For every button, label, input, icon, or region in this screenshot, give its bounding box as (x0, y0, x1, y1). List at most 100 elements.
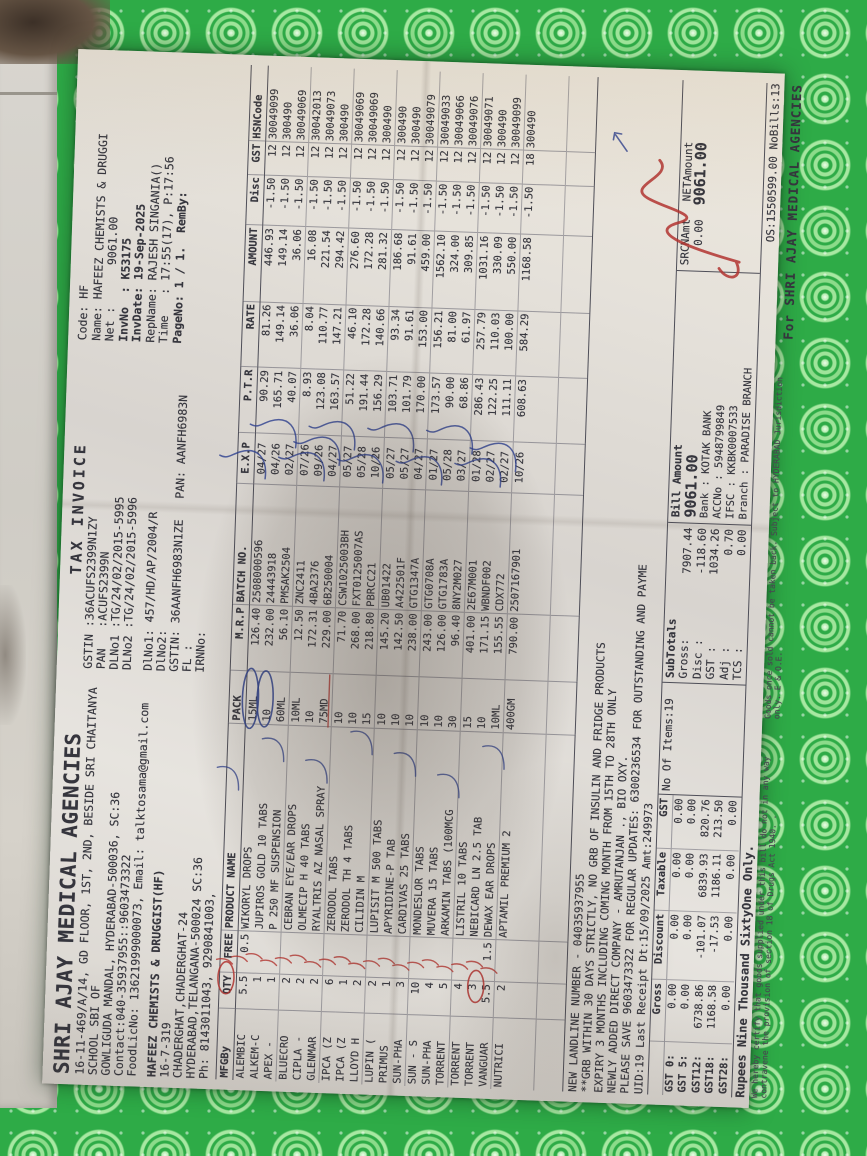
items-count: No Of Items:19 (659, 698, 676, 792)
table-cell (507, 982, 523, 1019)
table-cell: 12 (321, 143, 338, 178)
table-cell (351, 935, 368, 978)
table-cell: 12 (364, 145, 381, 179)
table-cell (565, 152, 581, 186)
table-cell (548, 1019, 566, 1092)
table-cell (279, 932, 296, 975)
table-cell (508, 940, 525, 983)
table-cell: 300490 (523, 74, 541, 152)
invoice-document: SHRI AJAY MEDICAL AGENCIES 16-11-469/A/1… (42, 49, 804, 1108)
net-amount: NETAmount 9061.00 (680, 142, 763, 208)
gst-summary-body: GST 0: 0.00 0.00 0.00 0.00 GST 5: 0.00 0.00 0.00… (662, 795, 741, 1097)
table-cell: 0.00 (720, 912, 737, 983)
table-cell: 10ML (488, 679, 506, 733)
column-header: E.X.P (236, 432, 256, 484)
table-cell: 5.5 (235, 972, 252, 1009)
net-amount-box: SRCNAmt 0.00 NETAmount 9061.00 (676, 80, 767, 274)
table-cell: 0.00 (718, 981, 735, 1044)
subtotals-box: SubTotals Gross: 7907.44 Disc : -118.60 GST … (662, 522, 752, 686)
srcn-amount: SRCNAmt 0.00 (678, 219, 761, 268)
srcn-amount-label: SRCNAmt (678, 218, 693, 266)
table-cell: 12 (436, 147, 453, 182)
gst-summary-box: Gross Discount Taxable GST GST 0: 0.00 0.00 0.… (648, 794, 741, 1098)
table-cell (550, 984, 567, 1021)
table-cell (494, 940, 511, 983)
table-cell: 12 (378, 145, 395, 180)
column-header: PACK (228, 670, 248, 724)
table-cell: 10 (407, 978, 424, 1015)
gst-summary-table: Gross Discount Taxable GST GST 0: 0.00 0.00 0.… (648, 794, 741, 1098)
label: Gross: (676, 638, 692, 679)
column-header: FREE (219, 930, 239, 973)
table-cell (569, 444, 586, 496)
table-cell (573, 312, 590, 379)
net-amount-value: 9061.00 (690, 141, 711, 206)
table-cell (578, 185, 595, 237)
table-cell: 15 (359, 674, 377, 728)
items-table: MFGBy QTY FREE PRODUCT NAME PACK M.R.P BATCH N… (215, 65, 599, 1092)
label: Adj : (717, 646, 732, 681)
table-cell (536, 151, 552, 185)
table-cell: 1.5 (479, 939, 496, 982)
value: 1034.26 (707, 528, 722, 576)
table-cell (437, 938, 453, 981)
table-cell: 2 (349, 976, 366, 1013)
table-cell: 12 (493, 149, 510, 184)
table-cell: 1 (263, 973, 280, 1010)
table-cell: 1 (249, 973, 266, 1010)
table-cell: 6 (321, 975, 338, 1012)
column-header: GST (247, 140, 266, 175)
buyer-block: HAFEEZ CHEMISTS & DRUGGIST(HF) 16-7-319 … (144, 679, 224, 1079)
table-cell: 5.5 (478, 981, 495, 1018)
table-cell (365, 935, 382, 978)
table-cell (408, 937, 425, 980)
label: Disc : (690, 638, 705, 680)
table-cell (322, 934, 339, 977)
subtotals-list: Gross: 7907.44 Disc : -118.60 GST :1034.26 Ad… (677, 527, 750, 680)
seller-and-buyer-block: SHRI AJAY MEDICAL AGENCIES 16-11-469/A/1… (49, 676, 224, 1079)
invoice-header: SHRI AJAY MEDICAL AGENCIES 16-11-469/A/1… (49, 59, 246, 1079)
table-cell: 5 (435, 979, 452, 1016)
table-cell (465, 939, 482, 982)
outstanding-line: OS:1550599.00 NoBills:13 (763, 83, 783, 243)
label: GST : (703, 646, 718, 680)
table-cell: 1 (335, 976, 352, 1013)
table-cell: GST28: (716, 1055, 731, 1095)
table-cell: 0.5 (236, 931, 253, 974)
table-cell: 12 (307, 143, 324, 177)
table-cell (531, 680, 548, 734)
table-cell: 12 (335, 144, 352, 178)
wall-crack (0, 92, 57, 95)
table-cell: 4 (450, 980, 466, 1017)
table-cell (251, 931, 267, 974)
table-cell: 12 (393, 146, 410, 180)
table-cell: 2 (364, 977, 381, 1014)
bank-details: Bank : KOTAK BANK ACCNo : 5948799849 IFSC … (698, 277, 758, 520)
table-cell (551, 942, 568, 985)
table-cell (579, 152, 596, 187)
table-cell: 3 (464, 980, 480, 1017)
srcn-amount-value: 0.00 (691, 219, 706, 247)
table-cell (537, 941, 554, 985)
table-cell: 2 (278, 974, 295, 1011)
table-cell: 0.00 (725, 797, 741, 852)
table-cell: 2 (292, 974, 309, 1011)
column-header: Disc (245, 174, 265, 226)
table-cell (521, 982, 538, 1019)
table-cell (423, 937, 439, 980)
value: 0.70 (721, 528, 736, 556)
table-cell (337, 934, 353, 977)
table-cell (294, 933, 310, 976)
table-cell: 0.00 (723, 850, 739, 913)
table-cell: 12 (507, 150, 524, 184)
table-cell (575, 236, 593, 314)
invoice-meta-block: Code: HF Name: HAFEEZ CHEMISTS & DRUGGI … (75, 59, 246, 345)
table-cell: 12 (479, 149, 496, 183)
table-cell: 2 (306, 975, 323, 1012)
column-header: QTY (218, 972, 237, 1009)
table-cell (265, 932, 282, 975)
table-cell: 10 (402, 676, 420, 730)
table-cell (308, 933, 325, 976)
table-cell: 75MD (316, 673, 334, 727)
table-cell: 1 (378, 977, 395, 1014)
